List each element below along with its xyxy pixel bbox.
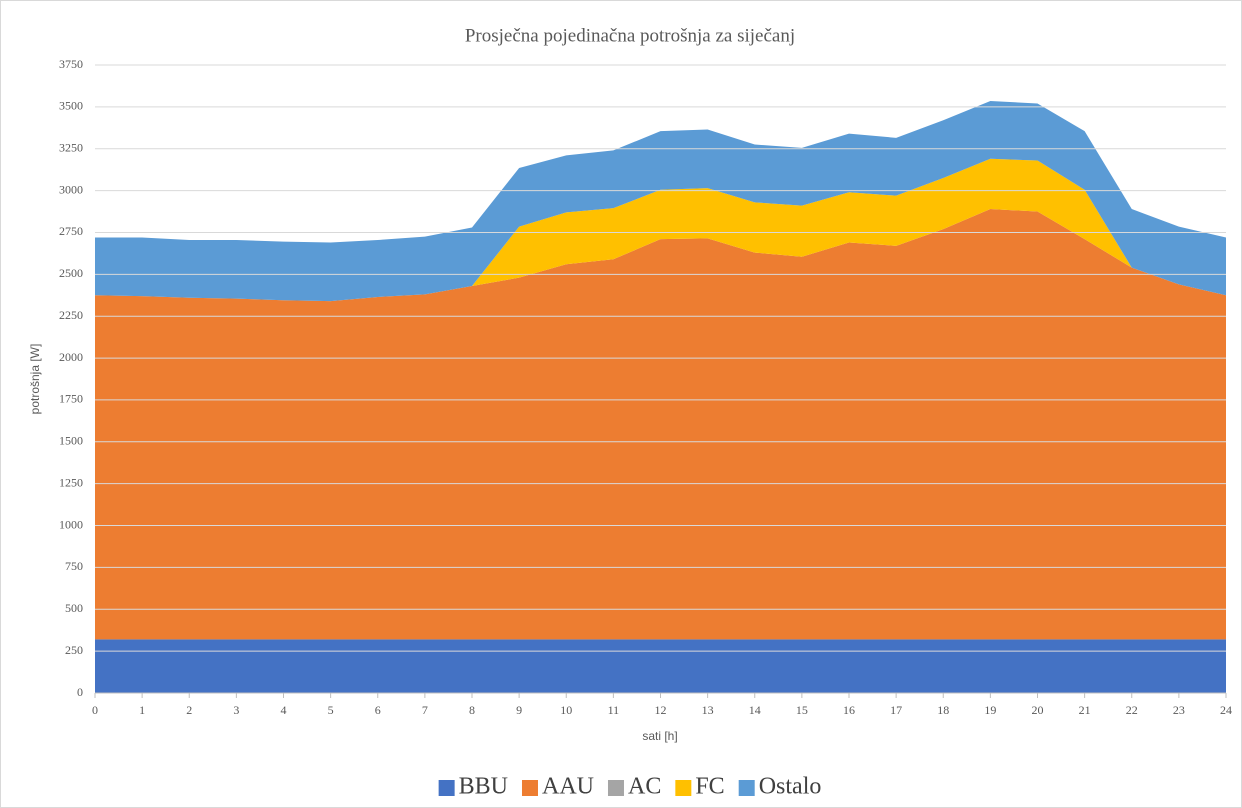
y-tick-label: 1750 xyxy=(59,392,83,406)
chart-title: Prosječna pojedinačna potrošnja za siječ… xyxy=(465,25,795,46)
legend-label: BBU xyxy=(459,774,508,800)
y-tick-label: 500 xyxy=(65,601,83,615)
x-tick-label: 2 xyxy=(186,703,192,717)
y-tick-label: 1250 xyxy=(59,475,83,489)
x-tick-label: 24 xyxy=(1220,703,1232,717)
legend-swatch xyxy=(675,780,692,796)
x-tick-label: 17 xyxy=(890,703,902,717)
legend-label: Ostalo xyxy=(759,774,822,800)
x-tick-label: 1 xyxy=(139,703,145,717)
x-tick-label: 5 xyxy=(328,703,334,717)
y-tick-label: 1500 xyxy=(59,434,83,448)
y-tick-label: 2250 xyxy=(59,308,83,322)
x-tick-label: 0 xyxy=(92,703,98,717)
x-tick-label: 22 xyxy=(1126,703,1138,717)
x-tick-label: 11 xyxy=(608,703,620,717)
legend-label: AC xyxy=(628,774,661,800)
x-tick-label: 16 xyxy=(843,703,855,717)
y-tick-label: 0 xyxy=(77,685,83,699)
x-tick-label: 7 xyxy=(422,703,428,717)
x-tick-label: 8 xyxy=(469,703,475,717)
x-tick-label: 15 xyxy=(796,703,808,717)
legend: BBU AAU AC FC Ostalo xyxy=(438,774,822,800)
legend-swatch xyxy=(521,780,538,796)
y-tick-label: 3750 xyxy=(59,57,83,71)
x-tick-label: 23 xyxy=(1173,703,1185,717)
legend-swatch xyxy=(607,780,624,796)
x-tick-label: 4 xyxy=(281,703,287,717)
legend-label: AAU xyxy=(542,774,594,800)
legend-swatch xyxy=(438,780,455,796)
legend-label: FC xyxy=(695,774,724,800)
x-axis-label: sati [h] xyxy=(642,729,677,743)
y-tick-label: 2000 xyxy=(59,350,83,364)
x-tick-label: 21 xyxy=(1079,703,1091,717)
y-tick-label: 3000 xyxy=(59,182,83,196)
y-tick-label: 3500 xyxy=(59,99,83,113)
y-tick-label: 250 xyxy=(65,643,83,657)
x-tick-label: 6 xyxy=(375,703,381,717)
area xyxy=(95,101,1226,302)
x-tick-label: 20 xyxy=(1032,703,1044,717)
x-tick-label: 14 xyxy=(749,703,761,717)
x-tick-label: 13 xyxy=(702,703,714,717)
y-tick-label: 750 xyxy=(65,559,83,573)
y-axis-label: potrošnja [W] xyxy=(28,344,42,415)
area xyxy=(95,639,1226,693)
x-tick-label: 18 xyxy=(937,703,949,717)
x-tick-label: 9 xyxy=(516,703,522,717)
y-tick-label: 1000 xyxy=(59,517,83,531)
x-tick-label: 10 xyxy=(560,703,572,717)
x-tick-label: 3 xyxy=(233,703,239,717)
x-tick-label: 19 xyxy=(984,703,996,717)
y-tick-label: 2750 xyxy=(59,224,83,238)
x-tick-label: 12 xyxy=(655,703,667,717)
legend-swatch xyxy=(738,780,755,796)
area xyxy=(95,158,1226,302)
y-tick-label: 2500 xyxy=(59,266,83,280)
y-tick-label: 3250 xyxy=(59,140,83,154)
